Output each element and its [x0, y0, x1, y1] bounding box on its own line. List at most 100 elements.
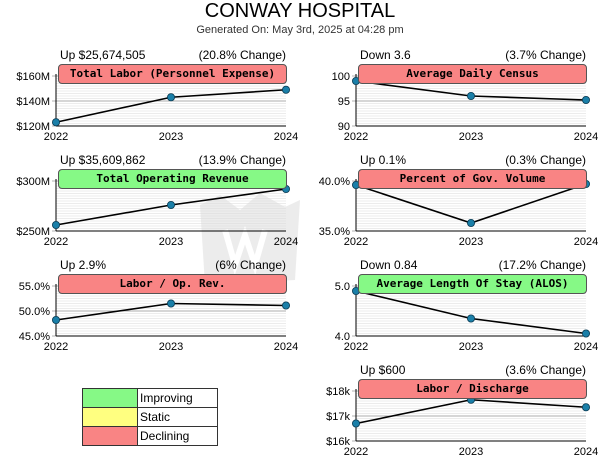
series-line [355, 290, 587, 335]
y-tick-label: 5.0 [335, 281, 350, 293]
chart-total-labor: Up $25,674,505 (20.8% Change) Total Labor … [16, 48, 298, 148]
x-tick-label: 2023 [459, 341, 483, 353]
data-point [167, 93, 176, 102]
data-point [52, 118, 60, 127]
x-tick-label: 2022 [344, 341, 368, 353]
line-chart: 90 95 100 2022 2023 2024 [332, 71, 599, 143]
line-chart: 45.0% 50.0% 55.0% 2022 2023 2024 [19, 281, 298, 353]
change-text: (3.6% Change) [505, 363, 586, 377]
line-chart: $16k $17k $18k 2022 2023 2024 [326, 386, 598, 458]
data-point [467, 219, 476, 228]
data-point [581, 329, 590, 338]
x-tick-label: 2024 [574, 446, 598, 458]
x-tick-label: 2024 [574, 341, 598, 353]
data-point [467, 314, 476, 323]
delta-text: Up $600 [360, 363, 406, 377]
change-text: (20.8% Change) [198, 48, 286, 62]
legend-label-declining: Declining [140, 429, 190, 443]
chart-labor-op-rev: Up 2.9% (6% Change) Labor / Op. Rev. 45.0% 5… [19, 258, 298, 358]
change-text: (13.9% Change) [198, 153, 286, 167]
x-tick-label: 2024 [274, 341, 298, 353]
x-tick-label: 2023 [459, 131, 483, 143]
data-point [581, 403, 590, 412]
metric-title: Average Daily Census [358, 64, 587, 84]
y-tick-label: $140M [16, 96, 50, 108]
data-point [167, 299, 176, 308]
y-tick-label: $17k [326, 411, 350, 423]
chart-total-operating-revenue: Up $35,609,862 (13.9% Change) Total Operat… [16, 153, 298, 253]
y-tick-label: 55.0% [19, 281, 50, 293]
data-point [467, 92, 476, 101]
y-tick-label: $16k [326, 436, 350, 448]
delta-text: Down 3.6 [360, 48, 411, 62]
chart-percent-gov-volume: Up 0.1% (0.3% Change) Percent of Gov. Volu… [319, 153, 598, 253]
x-tick-label: 2024 [274, 236, 298, 248]
delta-text: Up 2.9% [60, 258, 107, 272]
legend-item-improving: Improving [83, 389, 217, 408]
change-text: (17.2% Change) [498, 258, 586, 272]
data-point [167, 201, 176, 210]
y-tick-label: 90 [338, 121, 350, 133]
y-tick-label: 100 [332, 71, 350, 83]
data-point [581, 96, 590, 105]
generated-timestamp: Generated On: May 3rd, 2025 at 04:28 pm [196, 24, 404, 36]
x-tick-label: 2022 [344, 131, 368, 143]
y-tick-label: $18k [326, 386, 350, 398]
x-tick-label: 2022 [44, 236, 68, 248]
data-point [52, 221, 60, 230]
legend-swatch-improving [83, 389, 138, 407]
y-tick-label: 40.0% [319, 176, 350, 188]
page-title: CONWAY HOSPITAL [204, 0, 396, 22]
legend-label-improving: Improving [140, 391, 193, 405]
metric-title: Average Length Of Stay (ALOS) [358, 274, 587, 294]
chart-labor-discharge: Up $600 (3.6% Change) Labor / Discharge $16… [326, 363, 598, 463]
x-tick-label: 2023 [159, 236, 183, 248]
x-tick-label: 2023 [459, 236, 483, 248]
y-tick-label: 35.0% [319, 226, 350, 238]
x-tick-label: 2023 [459, 446, 483, 458]
y-tick-label: $250M [16, 226, 50, 238]
delta-text: Up 0.1% [360, 153, 407, 167]
x-tick-label: 2022 [344, 236, 368, 248]
change-text: (3.7% Change) [505, 48, 586, 62]
data-point [52, 316, 60, 325]
x-tick-label: 2023 [159, 131, 183, 143]
metric-title: Labor / Discharge [358, 379, 587, 399]
line-chart: $250M $300M 2022 2023 2024 [16, 176, 298, 248]
change-text: (0.3% Change) [505, 153, 586, 167]
legend-item-declining: Declining [83, 427, 217, 445]
x-tick-label: 2022 [44, 341, 68, 353]
delta-text: Down 0.84 [360, 258, 418, 272]
data-point [352, 419, 360, 428]
metric-title: Total Operating Revenue [58, 169, 287, 189]
y-tick-label: $160M [16, 71, 50, 83]
y-tick-label: 45.0% [19, 331, 50, 343]
legend: Improving Static Declining [82, 388, 218, 446]
x-tick-label: 2022 [44, 131, 68, 143]
metric-title: Percent of Gov. Volume [358, 169, 587, 189]
y-tick-label: 4.0 [335, 331, 350, 343]
delta-text: Up $25,674,505 [60, 48, 146, 62]
x-tick-label: 2024 [274, 131, 298, 143]
metric-title: Total Labor (Personnel Expense) [58, 64, 287, 84]
change-text: (6% Change) [215, 258, 286, 272]
legend-item-static: Static [83, 408, 217, 427]
data-point [281, 301, 290, 310]
metric-title: Labor / Op. Rev. [58, 274, 287, 294]
line-chart: $120M $140M $160M 2022 2023 2024 [16, 71, 298, 143]
x-tick-label: 2022 [344, 446, 368, 458]
legend-swatch-declining [83, 427, 138, 445]
data-point [281, 85, 290, 94]
line-chart: 4.0 5.0 2022 2023 2024 [335, 281, 599, 353]
line-chart: 35.0% 40.0% 2022 2023 2024 [319, 176, 598, 248]
legend-label-static: Static [140, 410, 171, 424]
y-tick-label: $120M [16, 121, 50, 133]
delta-text: Up $35,609,862 [60, 153, 146, 167]
y-tick-label: 95 [338, 96, 350, 108]
x-tick-label: 2024 [574, 131, 598, 143]
x-tick-label: 2023 [159, 341, 183, 353]
chart-average-daily-census: Down 3.6 (3.7% Change) Average Daily Censu… [332, 48, 599, 148]
legend-swatch-static [83, 408, 138, 426]
x-tick-label: 2024 [574, 236, 598, 248]
y-tick-label: 50.0% [19, 306, 50, 318]
